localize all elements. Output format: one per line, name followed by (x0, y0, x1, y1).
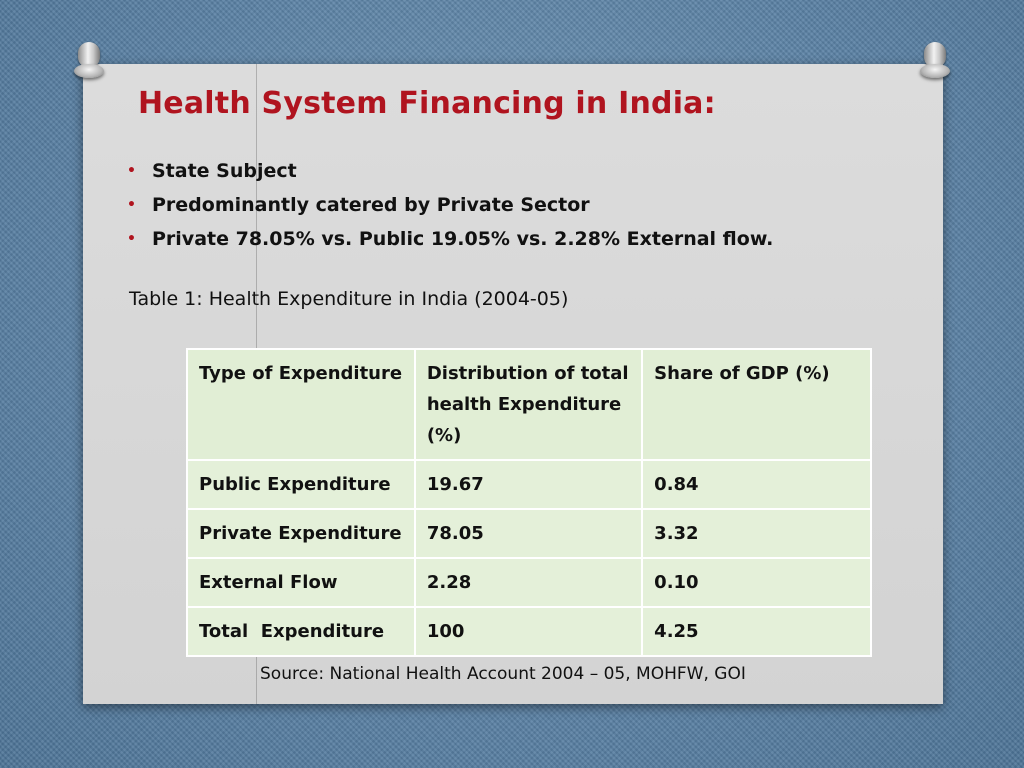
bullet-list: • State Subject • Predominantly catered … (127, 156, 773, 258)
table-cell: Public Expenditure (186, 459, 416, 510)
source-note: Source: National Health Account 2004 – 0… (260, 664, 746, 684)
bullet-text: State Subject (152, 160, 297, 182)
table-cell: 19.67 (413, 459, 644, 510)
slide-title: Health System Financing in India: (138, 86, 716, 121)
header-cell: Type of Expenditure (186, 348, 416, 461)
table-row: Public Expenditure 19.67 0.84 (186, 459, 872, 510)
header-cell: Share of GDP (%) (641, 348, 872, 461)
table-cell: 0.84 (641, 459, 872, 510)
table-row: Total Expenditure 100 4.25 (186, 606, 872, 657)
table-cell: 100 (413, 606, 644, 657)
table-cell: Private Expenditure (186, 508, 416, 559)
pushpin-icon (920, 42, 950, 80)
table-header-row: Type of Expenditure Distribution of tota… (186, 348, 872, 461)
pushpin-icon (74, 42, 104, 80)
table-cell: 3.32 (641, 508, 872, 559)
bullet-icon: • (127, 231, 136, 247)
bullet-icon: • (127, 197, 136, 213)
table-cell: 78.05 (413, 508, 644, 559)
bullet-text: Private 78.05% vs. Public 19.05% vs. 2.2… (152, 228, 774, 250)
table-cell: External Flow (186, 557, 416, 608)
bullet-item: • Predominantly catered by Private Secto… (127, 190, 773, 224)
table-cell: Total Expenditure (186, 606, 416, 657)
bullet-item: • State Subject (127, 156, 773, 190)
bullet-icon: • (127, 163, 136, 179)
expenditure-table: Type of Expenditure Distribution of tota… (186, 348, 872, 657)
table-row: Private Expenditure 78.05 3.32 (186, 508, 872, 559)
bullet-text: Predominantly catered by Private Sector (152, 194, 590, 216)
bullet-item: • Private 78.05% vs. Public 19.05% vs. 2… (127, 224, 773, 258)
header-cell: Distribution of total health Expenditure… (413, 348, 644, 461)
table-cell: 0.10 (641, 557, 872, 608)
table-caption: Table 1: Health Expenditure in India (20… (129, 288, 569, 310)
table-row: External Flow 2.28 0.10 (186, 557, 872, 608)
table-cell: 4.25 (641, 606, 872, 657)
table-cell: 2.28 (413, 557, 644, 608)
